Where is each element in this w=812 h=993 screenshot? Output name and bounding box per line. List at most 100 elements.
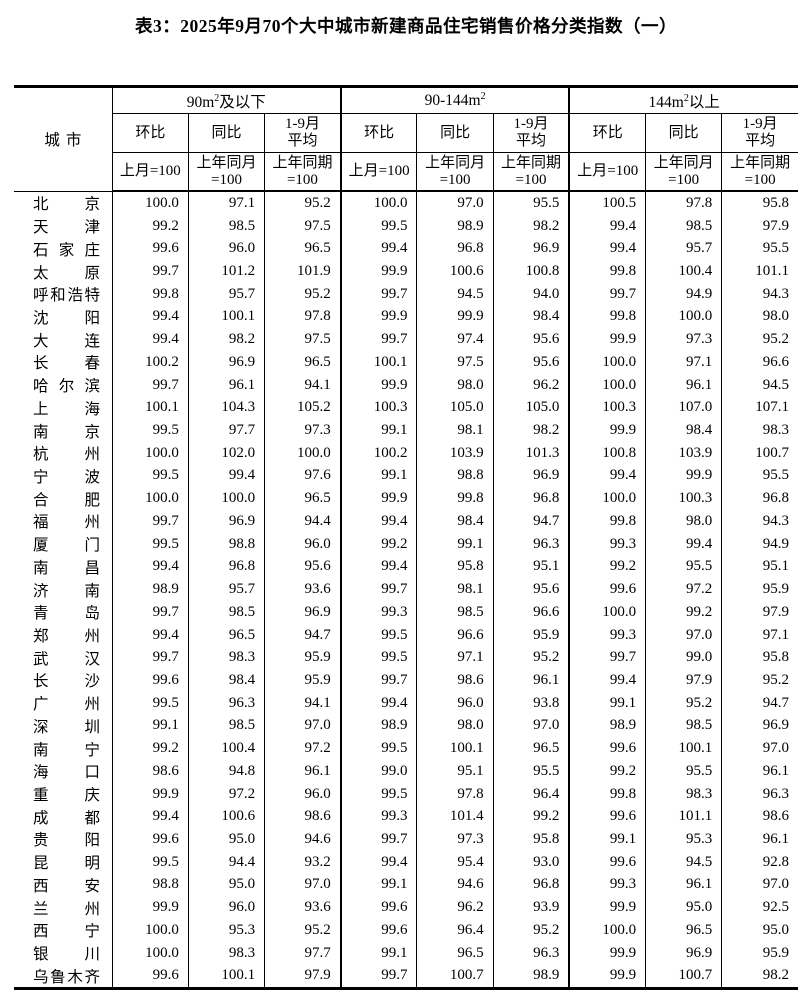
value-cell-mom: 99.2 <box>569 759 647 783</box>
value-cell-avg: 95.5 <box>493 191 571 215</box>
value-cell-mom: 99.6 <box>569 805 647 829</box>
table-row: 厦门 99.5 98.8 96.0 99.2 99.1 96.3 99.3 99… <box>14 532 798 556</box>
table-row: 长沙 99.6 98.4 95.9 99.7 98.6 96.1 99.4 97… <box>14 669 798 692</box>
value-cell-yoy: 95.7 <box>188 578 266 601</box>
value-cell-avg: 96.1 <box>762 762 789 779</box>
value-cell-mom: 99.9 <box>340 305 418 329</box>
value-cell-yoy: 103.9 <box>645 441 723 465</box>
value-cell-mom: 100.0 <box>112 441 189 465</box>
col-header-yoy: 同比 <box>188 113 266 153</box>
table-row: 合肥 100.0 100.0 96.5 99.9 99.8 96.8 100.0… <box>14 487 798 511</box>
value-cell-mom: 99.4 <box>112 555 189 579</box>
value-cell-mom: 99.5 <box>340 782 418 806</box>
city-cell: 哈尔滨 <box>14 373 113 397</box>
city-name: 成都 <box>33 809 100 827</box>
city-name: 郑州 <box>33 628 100 646</box>
value-cell-mom: 99.6 <box>569 737 647 760</box>
value-cell-avg: 95.8 <box>493 828 571 851</box>
value-cell-yoy: 97.1 <box>188 191 266 215</box>
table-row: 天津 99.2 98.5 97.5 99.5 98.9 98.2 99.4 98… <box>14 214 798 238</box>
base-header-avg: 上年同期 =100 <box>493 152 571 192</box>
value-cell-avg: 96.5 <box>264 351 342 374</box>
value-cell-avg: 96.8 <box>493 873 571 897</box>
base-header-yoy: 上年同月 =100 <box>188 152 266 192</box>
value-cell-yoy: 100.6 <box>188 805 266 829</box>
city-cell: 西安 <box>14 873 113 897</box>
value-cell-avg: 94.7 <box>493 510 571 533</box>
value-cell-yoy: 100.1 <box>416 737 494 760</box>
value-cell-avg: 96.6 <box>493 600 571 624</box>
value-cell-mom: 99.7 <box>340 578 418 601</box>
value-cell-avg: 98.2 <box>493 214 571 238</box>
value-cell-yoy: 103.9 <box>416 441 494 465</box>
value-cell-mom: 100.1 <box>340 351 418 374</box>
value-cell-mom: 99.2 <box>112 214 189 238</box>
value-cell-yoy: 96.2 <box>416 896 494 919</box>
value-cell-yoy: 96.0 <box>188 237 266 261</box>
value-cell-avg: 94.1 <box>264 691 342 715</box>
value-cell-yoy: 98.5 <box>645 214 723 238</box>
value-cell-yoy: 96.0 <box>188 896 266 919</box>
table-row: 南宁 99.2 100.4 97.2 99.5 100.1 96.5 99.6 … <box>14 737 798 760</box>
city-name: 南宁 <box>33 741 100 759</box>
city-name: 广州 <box>33 696 100 714</box>
table-row: 宁波 99.5 99.4 97.6 99.1 98.8 96.9 99.4 99… <box>14 464 798 488</box>
value-cell-yoy: 99.0 <box>645 646 723 670</box>
value-cell-yoy: 95.7 <box>645 237 723 261</box>
value-cell-mom: 99.6 <box>112 828 189 851</box>
value-cell-mom: 99.3 <box>340 805 418 829</box>
value-cell-mom: 99.5 <box>112 532 189 556</box>
group-header-90-and-below: 90m2及以下 <box>112 86 342 114</box>
value-cell-yoy: 101.2 <box>188 260 266 283</box>
value-cell-avg: 97.3 <box>264 419 342 442</box>
value-cell-mom: 99.8 <box>569 260 647 283</box>
value-cell-avg: 96.4 <box>493 782 571 806</box>
value-cell-avg: 94.9 <box>762 535 789 552</box>
value-cell-yoy: 94.6 <box>416 873 494 897</box>
value-cell-mom: 99.7 <box>340 328 418 352</box>
value-cell-avg: 93.6 <box>264 896 342 919</box>
value-cell-avg: 95.2 <box>493 646 571 670</box>
value-cell-mom: 99.7 <box>112 373 189 397</box>
value-cell-yoy: 95.4 <box>416 850 494 874</box>
value-cell-avg: 95.9 <box>762 944 789 961</box>
value-cell-mom: 99.7 <box>569 646 647 670</box>
value-cell-yoy: 107.0 <box>645 396 723 420</box>
col-header-mom: 环比 <box>340 113 418 153</box>
value-cell-yoy: 95.2 <box>645 691 723 715</box>
value-cell-mom: 99.2 <box>569 555 647 579</box>
col-header-avg: 1-9月 平均 <box>493 113 571 153</box>
value-cell-mom: 99.7 <box>340 282 418 306</box>
value-cell-avg: 97.8 <box>264 305 342 329</box>
value-cell-mom: 99.7 <box>112 646 189 670</box>
value-cell-avg: 95.8 <box>762 194 789 211</box>
value-cell-yoy: 94.5 <box>645 850 723 874</box>
value-cell-mom: 99.3 <box>340 600 418 624</box>
value-cell-yoy: 96.8 <box>188 555 266 579</box>
value-cell-avg: 100.8 <box>493 260 571 283</box>
value-cell-yoy: 98.0 <box>416 373 494 397</box>
value-cell-mom: 99.6 <box>112 237 189 261</box>
value-cell-mom: 100.3 <box>569 396 647 420</box>
city-cell: 石家庄 <box>14 237 113 261</box>
superscript: 2 <box>683 92 689 104</box>
value-cell-avg: 98.2 <box>762 967 789 984</box>
value-cell-mom: 99.6 <box>340 896 418 919</box>
value-cell-avg: 98.6 <box>264 805 342 829</box>
city-cell: 北京 <box>14 191 113 215</box>
value-cell-yoy: 98.4 <box>645 419 723 442</box>
value-cell-avg: 96.8 <box>493 487 571 511</box>
value-cell-mom: 99.4 <box>569 464 647 488</box>
value-cell-mom: 99.3 <box>569 873 647 897</box>
value-cell-yoy: 101.4 <box>416 805 494 829</box>
value-cell-mom: 99.9 <box>569 896 647 919</box>
city-cell: 海口 <box>14 759 113 783</box>
group-label-text: 144m <box>648 93 684 111</box>
value-cell-yoy: 95.0 <box>188 873 266 897</box>
table-row: 南京 99.5 97.7 97.3 99.1 98.1 98.2 99.9 98… <box>14 419 798 442</box>
base-header-mom: 上月=100 <box>340 152 418 192</box>
city-name: 北京 <box>33 196 100 214</box>
value-cell-mom: 99.4 <box>112 328 189 352</box>
value-cell-yoy: 97.0 <box>416 191 494 215</box>
value-cell-mom: 100.5 <box>569 191 647 215</box>
